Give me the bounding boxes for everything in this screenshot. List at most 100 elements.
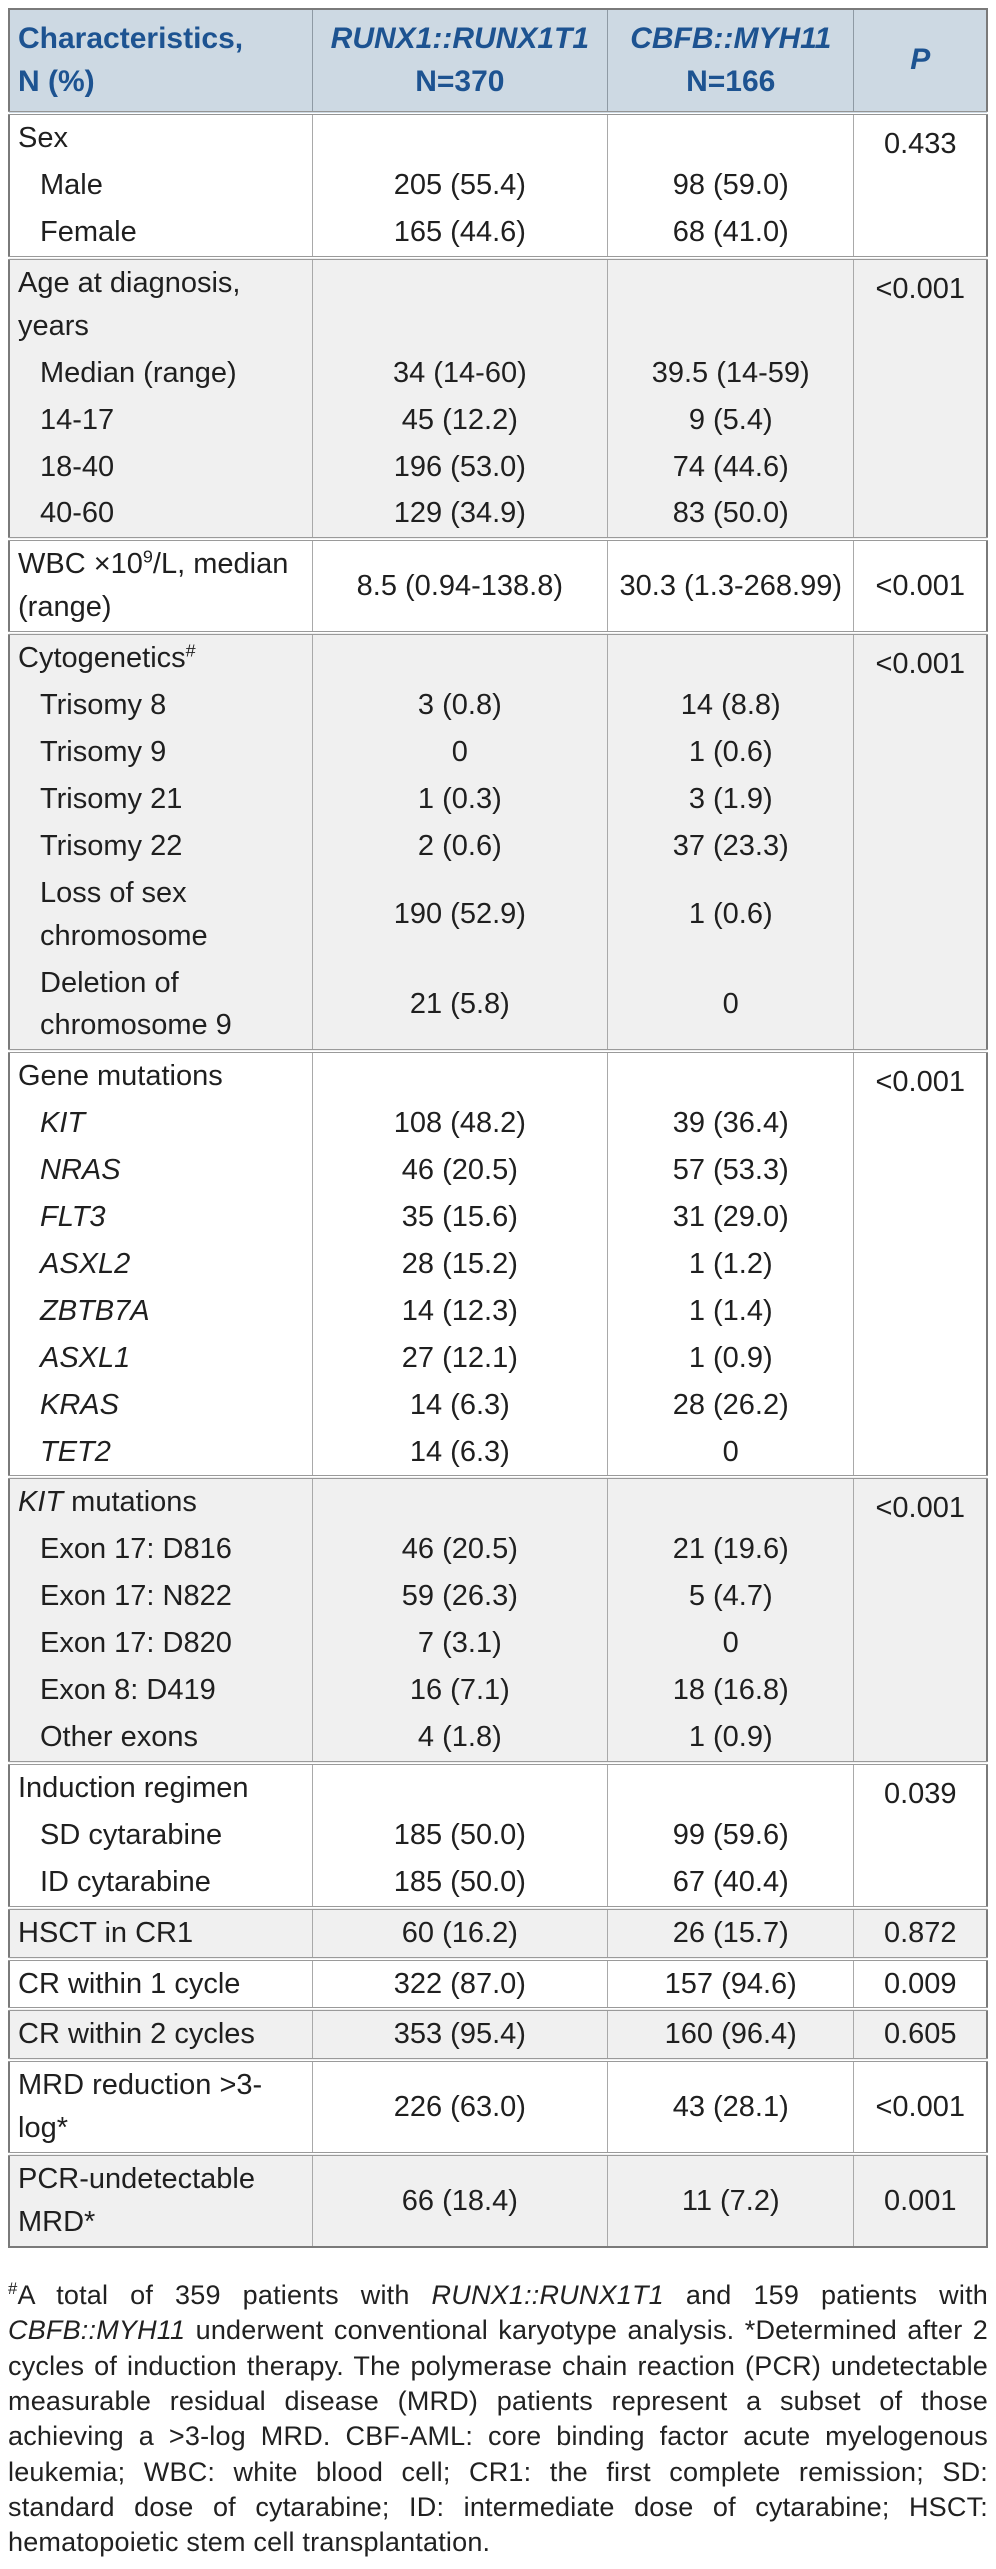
runx1-value-cell: 14 (6.3) [312, 1428, 609, 1478]
table-header: Characteristics, N (%) RUNX1::RUNX1T1 N=… [9, 9, 987, 114]
header-runx1-group: RUNX1::RUNX1T1 N=370 [312, 9, 609, 114]
table-row: MRD reduction >3-log* 226 (63.0) 43 (28.1)… [9, 2060, 987, 2155]
row-label: Trisomy 8 [9, 682, 313, 729]
runx1-value-cell: 190 (52.9) [312, 869, 609, 960]
runx1-value-cell: 226 (63.0) [312, 2060, 609, 2155]
row-label: ASXL1 [9, 1334, 313, 1382]
cbfb-value-cell: 68 (41.0) [607, 209, 855, 258]
table-row: PCR-undetectable MRD* 66 (18.4) 11 (7.2) 0.… [9, 2154, 987, 2247]
row-label: 18-40 [9, 443, 313, 491]
table-section: Sex 0.433 Male 205 (55.4) 98 (59.0) Female 165… [9, 113, 987, 258]
p-value-cell: <0.001 [853, 1477, 987, 1763]
table-row: FLT3 35 (15.6) 31 (29.0) [9, 1194, 987, 1241]
runx1-value-cell: 60 (16.2) [312, 1907, 609, 1959]
row-label: Deletion of chromosome 9 [9, 959, 313, 1052]
row-label: NRAS [9, 1147, 313, 1195]
p-value-cell: <0.001 [853, 1051, 987, 1478]
row-label: Sex [9, 113, 313, 163]
runx1-value-cell [312, 1762, 609, 1812]
header-runx1-n: N=370 [415, 64, 505, 98]
header-cbfb-label: CBFB::MYH11 [630, 22, 832, 55]
table-section: MRD reduction >3-log* 226 (63.0) 43 (28.1)… [9, 2060, 987, 2155]
cbfb-value-cell: 0 [607, 959, 855, 1052]
runx1-value-cell: 27 (12.1) [312, 1334, 609, 1382]
table-row: Loss of sex chromosome 190 (52.9) 1 (0.6) [9, 869, 987, 960]
table-row: WBC ×109/L, median (range) 8.5 (0.94-138.… [9, 539, 987, 634]
cbfb-value-cell: 26 (15.7) [607, 1907, 855, 1959]
cbfb-value-cell: 11 (7.2) [607, 2154, 855, 2247]
table-row: Induction regimen 0.039 [9, 1762, 987, 1908]
cbfb-value-cell: 1 (0.6) [607, 869, 855, 960]
cbfb-value-cell [607, 1477, 855, 1527]
table-row: CR within 2 cycles 353 (95.4) 160 (96.4) 0.… [9, 2009, 987, 2061]
cbfb-value-cell: 3 (1.9) [607, 775, 855, 823]
row-label: ZBTB7A [9, 1287, 313, 1335]
cbfb-value-cell: 1 (1.4) [607, 1287, 855, 1335]
table-row: Median (range) 34 (14-60) 39.5 (14-59) [9, 349, 987, 397]
runx1-value-cell: 165 (44.6) [312, 209, 609, 258]
cbfb-value-cell: 67 (40.4) [607, 1858, 855, 1908]
runx1-value-cell [312, 1051, 609, 1101]
cbfb-value-cell [607, 257, 855, 350]
runx1-value-cell: 7 (3.1) [312, 1620, 609, 1668]
row-label: TET2 [9, 1428, 313, 1478]
table-row: Gene mutations <0.001 [9, 1051, 987, 1478]
row-label: MRD reduction >3-log* [9, 2060, 313, 2155]
runx1-value-cell: 46 (20.5) [312, 1526, 609, 1574]
row-label: KIT [9, 1100, 313, 1148]
runx1-value-cell: 21 (5.8) [312, 959, 609, 1052]
table-row: SD cytarabine 185 (50.0) 99 (59.6) [9, 1811, 987, 1859]
runx1-value-cell: 108 (48.2) [312, 1100, 609, 1148]
runx1-value-cell [312, 257, 609, 350]
table-section: Gene mutations <0.001 KIT 108 (48.2) 39 (36.… [9, 1051, 987, 1478]
table-row: ASXL1 27 (12.1) 1 (0.9) [9, 1334, 987, 1382]
table-row: Trisomy 22 2 (0.6) 37 (23.3) [9, 822, 987, 870]
cbfb-value-cell: 18 (16.8) [607, 1667, 855, 1714]
row-label: Female [9, 209, 313, 258]
header-row: Characteristics, N (%) RUNX1::RUNX1T1 N=… [9, 9, 987, 114]
runx1-value-cell: 59 (26.3) [312, 1573, 609, 1621]
row-label: 40-60 [9, 490, 313, 540]
p-value-cell: 0.605 [853, 2009, 987, 2061]
table-row: NRAS 46 (20.5) 57 (53.3) [9, 1147, 987, 1195]
row-label: PCR-undetectable MRD* [9, 2154, 313, 2247]
table-row: Exon 17: N822 59 (26.3) 5 (4.7) [9, 1573, 987, 1621]
cbfb-value-cell: 37 (23.3) [607, 822, 855, 870]
runx1-value-cell: 322 (87.0) [312, 1958, 609, 2010]
row-label: KRAS [9, 1381, 313, 1429]
cbfb-value-cell: 1 (0.9) [607, 1714, 855, 1763]
row-label: Other exons [9, 1714, 313, 1763]
runx1-value-cell: 185 (50.0) [312, 1858, 609, 1908]
row-label: CR within 2 cycles [9, 2009, 313, 2061]
row-label: WBC ×109/L, median (range) [9, 539, 313, 634]
row-label: Loss of sex chromosome [9, 869, 313, 960]
header-characteristics: Characteristics, N (%) [9, 9, 313, 114]
table-row: Other exons 4 (1.8) 1 (0.9) [9, 1714, 987, 1763]
row-label: Exon 8: D419 [9, 1667, 313, 1714]
runx1-value-cell: 46 (20.5) [312, 1147, 609, 1195]
cbfb-value-cell: 1 (0.6) [607, 728, 855, 776]
row-label: Median (range) [9, 349, 313, 397]
row-label: Male [9, 162, 313, 209]
cbfb-value-cell: 98 (59.0) [607, 162, 855, 209]
runx1-value-cell: 129 (34.9) [312, 490, 609, 540]
table-row: KRAS 14 (6.3) 28 (26.2) [9, 1381, 987, 1429]
runx1-value-cell: 4 (1.8) [312, 1714, 609, 1763]
row-label: 14-17 [9, 396, 313, 444]
header-cbfb-n: N=166 [686, 64, 776, 98]
cbfb-value-cell: 39.5 (14-59) [607, 349, 855, 397]
runx1-value-cell: 353 (95.4) [312, 2009, 609, 2061]
table-row: Cytogenetics# <0.001 [9, 633, 987, 1052]
table-section: Induction regimen 0.039 SD cytarabine 185 (… [9, 1762, 987, 1908]
row-label: Age at diagnosis, years [9, 257, 313, 350]
p-value-cell: <0.001 [853, 633, 987, 1052]
cbfb-value-cell: 0 [607, 1620, 855, 1668]
runx1-value-cell: 185 (50.0) [312, 1811, 609, 1859]
header-characteristics-line2: N (%) [18, 64, 95, 98]
table-row: Deletion of chromosome 9 21 (5.8) 0 [9, 959, 987, 1052]
table-row: ZBTB7A 14 (12.3) 1 (1.4) [9, 1287, 987, 1335]
row-label: CR within 1 cycle [9, 1958, 313, 2010]
cbfb-value-cell: 0 [607, 1428, 855, 1478]
runx1-value-cell [312, 113, 609, 163]
